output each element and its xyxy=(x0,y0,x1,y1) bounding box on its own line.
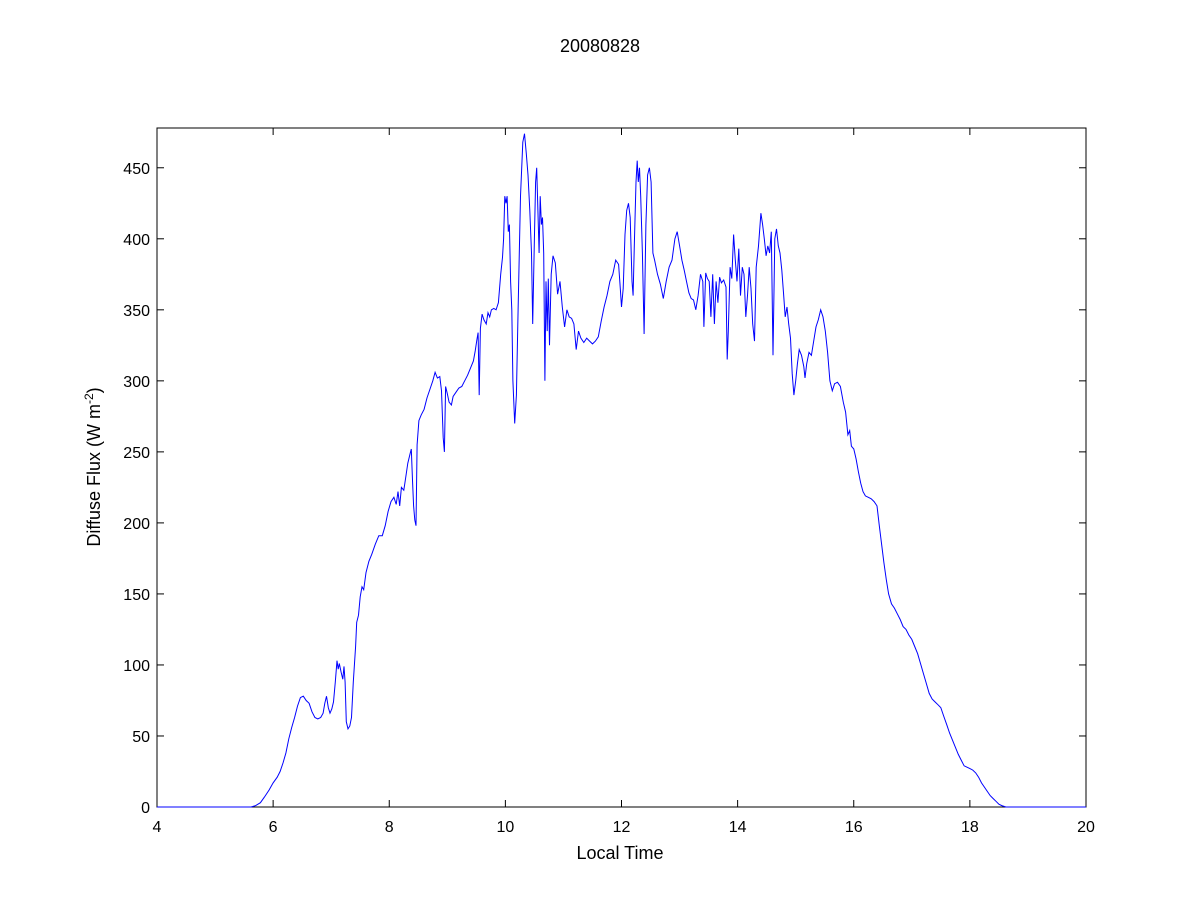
chart-title: 20080828 xyxy=(560,36,640,56)
x-tick-label: 8 xyxy=(385,819,394,836)
x-tick-label: 20 xyxy=(1077,819,1095,836)
x-tick-label: 16 xyxy=(845,819,863,836)
x-tick-label: 4 xyxy=(153,819,162,836)
y-tick-label: 300 xyxy=(123,374,150,391)
y-tick-label: 250 xyxy=(123,445,150,462)
x-tick-label: 6 xyxy=(269,819,278,836)
diffuse-flux-line xyxy=(157,133,1086,808)
y-axis-label-suffix: ) xyxy=(84,387,104,393)
y-axis-label-main: Diffuse Flux (W m xyxy=(84,404,104,547)
x-tick-label: 12 xyxy=(613,819,631,836)
x-tick-label: 18 xyxy=(961,819,979,836)
x-axis-label: Local Time xyxy=(576,843,663,863)
y-tick-label: 150 xyxy=(123,587,150,604)
y-axis-label: Diffuse Flux (W m-2) xyxy=(82,387,104,546)
y-axis-label-superscript: -2 xyxy=(82,393,96,404)
y-tick-label: 350 xyxy=(123,303,150,320)
y-tick-label: 50 xyxy=(132,729,150,746)
y-tick-label: 450 xyxy=(123,161,150,178)
x-tick-label: 10 xyxy=(496,819,514,836)
y-tick-label: 100 xyxy=(123,658,150,675)
y-tick-label: 0 xyxy=(141,800,150,817)
y-axis: 0 50 100 150 200 250 300 350 400 450 xyxy=(123,161,1086,817)
y-tick-label: 200 xyxy=(123,516,150,533)
y-tick-label: 400 xyxy=(123,232,150,249)
plot-area-frame xyxy=(156,127,1087,808)
x-tick-label: 14 xyxy=(729,819,747,836)
x-axis: 4 6 8 10 12 14 16 18 20 xyxy=(153,128,1095,836)
